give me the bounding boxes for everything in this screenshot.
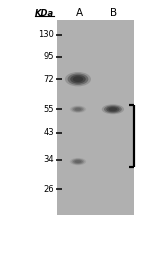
Ellipse shape	[73, 76, 83, 82]
Ellipse shape	[65, 72, 91, 86]
Text: 34: 34	[44, 155, 54, 164]
Text: B: B	[110, 8, 117, 18]
Ellipse shape	[73, 159, 83, 164]
Ellipse shape	[70, 75, 86, 83]
Ellipse shape	[106, 106, 120, 112]
Text: A: A	[76, 8, 83, 18]
Ellipse shape	[102, 104, 124, 114]
Ellipse shape	[104, 105, 122, 113]
Text: 26: 26	[44, 185, 54, 194]
Text: 95: 95	[44, 52, 54, 62]
Ellipse shape	[71, 106, 84, 112]
Text: 43: 43	[44, 128, 54, 137]
Text: 55: 55	[44, 105, 54, 114]
Ellipse shape	[73, 107, 83, 112]
Ellipse shape	[68, 73, 88, 85]
Text: 130: 130	[38, 30, 54, 39]
Ellipse shape	[108, 107, 117, 111]
Ellipse shape	[75, 160, 81, 163]
Bar	[57, 20, 134, 215]
Text: KDa: KDa	[35, 9, 54, 18]
Ellipse shape	[75, 108, 81, 111]
Ellipse shape	[70, 158, 86, 165]
Ellipse shape	[71, 159, 84, 165]
Text: 72: 72	[44, 75, 54, 84]
Ellipse shape	[70, 106, 86, 113]
